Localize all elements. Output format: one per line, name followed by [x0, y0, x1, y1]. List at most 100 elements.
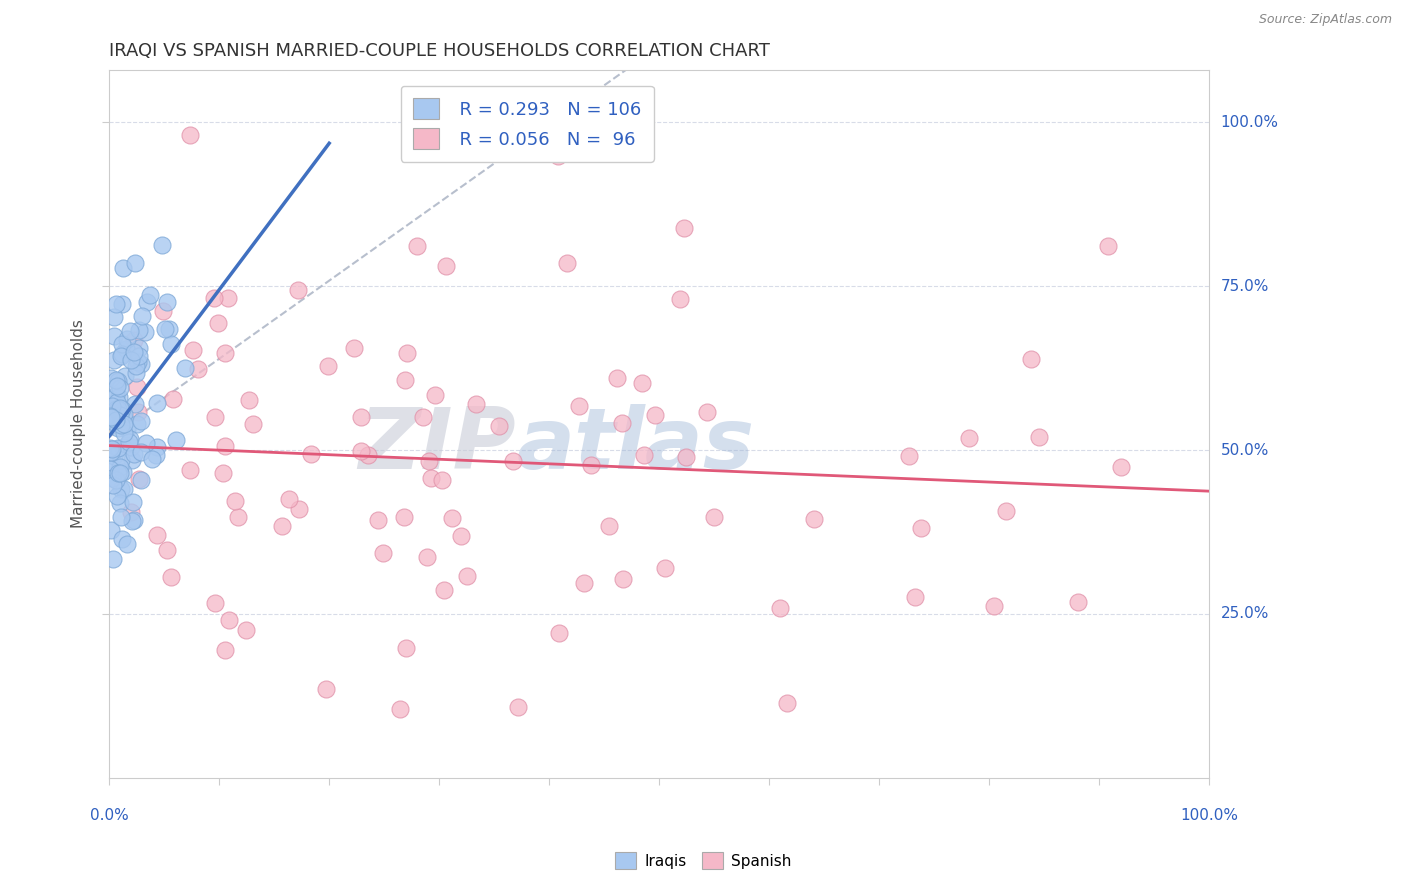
Point: [124, 512, 146, 526]
Point: [112, 417, 135, 431]
Point: [110, 509, 132, 524]
Point: [135, 436, 157, 450]
Point: [101, 471, 124, 485]
Point: [465, 397, 488, 411]
Point: [129, 473, 152, 487]
Point: [995, 504, 1018, 518]
Point: [612, 572, 634, 586]
Point: [207, 316, 229, 330]
Point: [159, 337, 181, 351]
Point: [100, 392, 122, 406]
Point: [114, 410, 136, 425]
Point: [124, 397, 146, 411]
Point: [242, 417, 264, 432]
Point: [547, 149, 569, 163]
Point: [103, 449, 125, 463]
Point: [107, 466, 129, 480]
Point: [165, 433, 187, 447]
Point: [548, 626, 571, 640]
Point: [910, 521, 932, 535]
Point: [117, 422, 139, 436]
Point: [107, 421, 129, 435]
Point: [349, 410, 371, 425]
Point: [120, 353, 142, 368]
Point: [110, 418, 132, 433]
Point: [160, 569, 183, 583]
Point: [153, 322, 176, 336]
Point: [111, 533, 134, 547]
Point: [103, 310, 125, 324]
Point: [125, 366, 148, 380]
Point: [633, 448, 655, 462]
Point: [598, 519, 620, 533]
Text: 100.0%: 100.0%: [1220, 114, 1278, 129]
Point: [343, 341, 366, 355]
Point: [120, 440, 142, 454]
Point: [644, 408, 666, 422]
Point: [235, 623, 257, 637]
Point: [703, 509, 725, 524]
Point: [125, 417, 148, 431]
Point: [1109, 460, 1132, 475]
Point: [357, 448, 380, 462]
Point: [135, 295, 157, 310]
Point: [179, 128, 201, 142]
Point: [367, 513, 389, 527]
Point: [156, 294, 179, 309]
Point: [128, 341, 150, 355]
Point: [224, 493, 246, 508]
Point: [111, 296, 134, 310]
Point: [217, 291, 239, 305]
Point: [110, 349, 132, 363]
Text: Source: ZipAtlas.com: Source: ZipAtlas.com: [1258, 13, 1392, 27]
Point: [105, 297, 128, 311]
Point: [128, 349, 150, 363]
Point: [394, 373, 416, 387]
Point: [124, 256, 146, 270]
Point: [287, 283, 309, 297]
Point: [110, 414, 132, 428]
Point: [983, 599, 1005, 613]
Point: [696, 405, 718, 419]
Point: [98, 462, 121, 476]
Point: [108, 467, 131, 481]
Point: [204, 409, 226, 424]
Point: [127, 354, 149, 368]
Point: [98, 458, 121, 473]
Point: [957, 431, 980, 445]
Point: [434, 259, 457, 273]
Point: [122, 344, 145, 359]
Point: [418, 454, 440, 468]
Point: [1097, 238, 1119, 252]
Point: [211, 466, 233, 480]
Point: [110, 452, 132, 467]
Point: [105, 473, 128, 487]
Point: [103, 353, 125, 368]
Point: [214, 643, 236, 657]
Point: [107, 441, 129, 455]
Point: [108, 401, 131, 416]
Point: [441, 511, 464, 525]
Point: [131, 357, 153, 371]
Point: [127, 405, 149, 419]
Point: [122, 333, 145, 347]
Point: [669, 292, 692, 306]
Point: [105, 373, 128, 387]
Point: [104, 388, 127, 402]
Point: [112, 407, 135, 421]
Point: [654, 560, 676, 574]
Point: [100, 523, 122, 537]
Point: [412, 409, 434, 424]
Point: [388, 701, 411, 715]
Point: [101, 414, 124, 428]
Y-axis label: Married-couple Households: Married-couple Households: [72, 319, 86, 528]
Point: [108, 409, 131, 423]
Point: [218, 613, 240, 627]
Point: [173, 361, 195, 376]
Point: [129, 444, 152, 458]
Text: ZIP: ZIP: [359, 403, 516, 486]
Point: [506, 699, 529, 714]
Point: [803, 512, 825, 526]
Text: 0.0%: 0.0%: [90, 808, 128, 823]
Point: [1028, 430, 1050, 444]
